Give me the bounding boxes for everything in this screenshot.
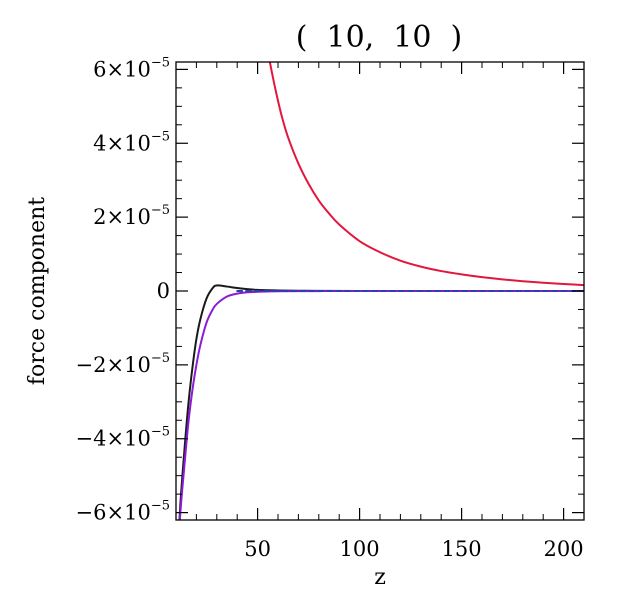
y-tick-mantissa: 2 — [93, 205, 106, 229]
series-line-2 — [178, 289, 584, 520]
y-tick-times: ×10 — [107, 57, 151, 81]
y-tick-exponent: −5 — [151, 425, 170, 440]
ticks-layer: 50 100 150 2006×10−54×10−52×10−50−2×10−5−4×… — [76, 55, 585, 561]
y-tick-mantissa: −2 — [76, 353, 107, 377]
x-tick-label: 50 — [244, 537, 271, 561]
y-tick-times: ×10 — [107, 353, 151, 377]
y-tick-times: ×10 — [107, 131, 151, 155]
y-axis-label: force component — [25, 197, 50, 385]
y-tick-times: ×10 — [107, 427, 151, 451]
y-tick-label: 6×10−5 — [93, 55, 170, 81]
y-tick-label: 4×10−5 — [93, 129, 170, 155]
y-tick-exponent: −5 — [151, 203, 170, 218]
chart-title: ( 10, 10 ) — [296, 20, 463, 55]
y-tick-mantissa: 6 — [93, 57, 106, 81]
series-line-4 — [268, 62, 584, 287]
y-tick-mantissa: 4 — [93, 131, 106, 155]
y-tick-mantissa: −6 — [76, 501, 107, 525]
x-tick-label: 150 — [442, 537, 482, 561]
y-tick-label: −2×10−5 — [76, 351, 170, 377]
y-tick-exponent: −5 — [151, 55, 170, 70]
plot-area: 50 100 150 2006×10−54×10−52×10−50−2×10−5−4×… — [76, 55, 585, 561]
y-tick-label: −4×10−5 — [76, 425, 170, 451]
x-axis-label: z — [374, 565, 386, 590]
y-tick-mantissa: −4 — [76, 427, 107, 451]
x-tick-label: 200 — [544, 537, 584, 561]
y-tick-mantissa: 0 — [157, 279, 170, 303]
y-tick-exponent: −5 — [151, 129, 170, 144]
x-tick-label: 100 — [340, 537, 380, 561]
y-tick-times: ×10 — [107, 205, 151, 229]
series-line-1 — [178, 284, 584, 520]
y-tick-exponent: −5 — [151, 351, 170, 366]
y-tick-label: −6×10−5 — [76, 499, 170, 525]
y-tick-times: ×10 — [107, 501, 151, 525]
y-tick-exponent: −5 — [151, 499, 170, 514]
y-tick-label: 2×10−5 — [93, 203, 170, 229]
y-tick-label: 0 — [157, 279, 170, 303]
series-layer — [178, 62, 584, 520]
